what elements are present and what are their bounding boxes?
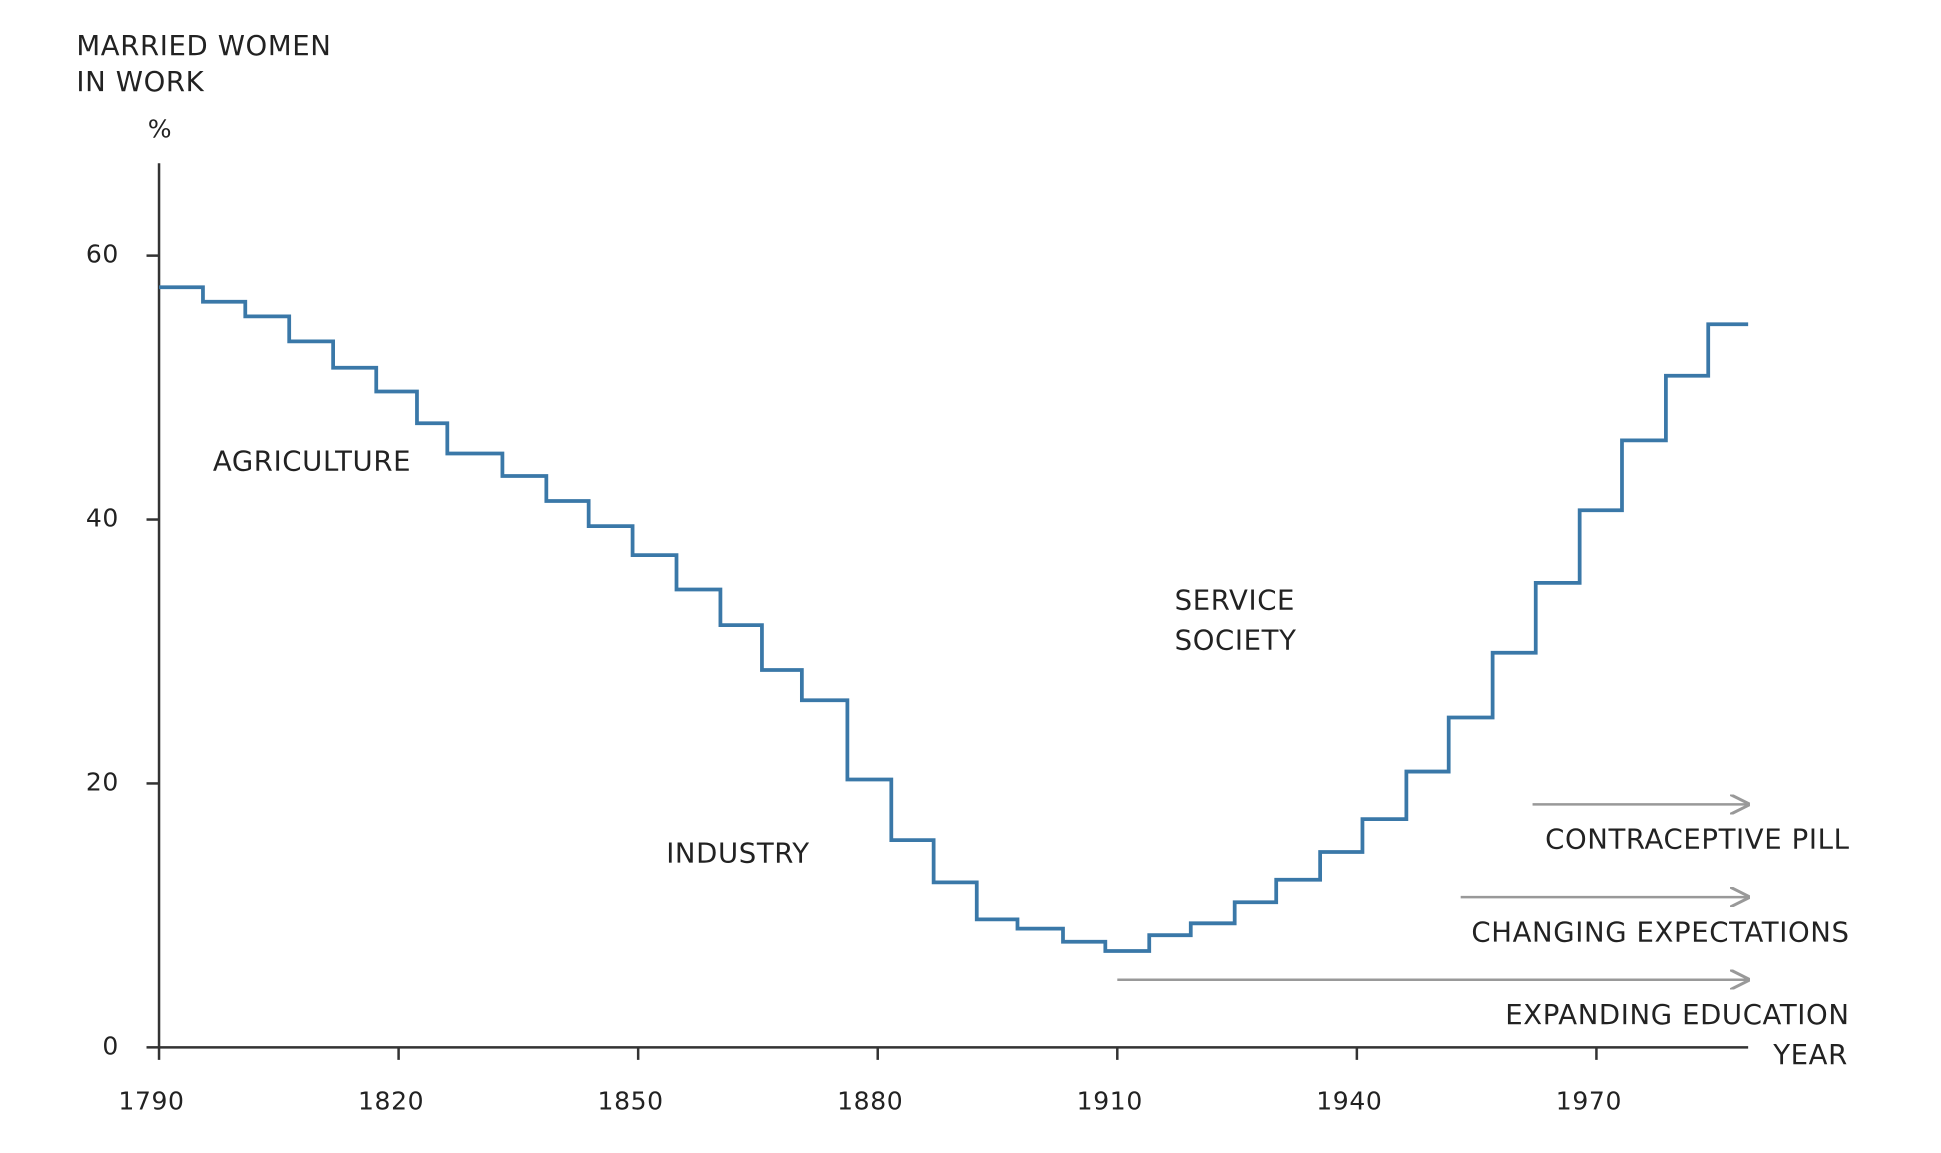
y-tick-label: 40 — [86, 504, 119, 533]
x-axis-label: YEAR — [1772, 1039, 1848, 1071]
x-tick-label: 1940 — [1316, 1086, 1382, 1115]
trend-label: EXPANDING EDUCATION — [1505, 999, 1849, 1031]
annotation: SERVICE — [1175, 585, 1295, 617]
y-tick-label: 20 — [86, 767, 119, 796]
x-tick-label: 1880 — [837, 1086, 903, 1115]
trend-label: CHANGING EXPECTATIONS — [1471, 916, 1849, 948]
trend-label: CONTRACEPTIVE PILL — [1545, 824, 1850, 856]
y-axis-label: IN WORK — [76, 66, 204, 98]
x-tick-label: 1790 — [118, 1086, 184, 1115]
y-tick-label: 0 — [102, 1031, 119, 1060]
y-tick-label: 60 — [86, 240, 119, 269]
annotation: AGRICULTURE — [213, 446, 411, 478]
x-tick-label: 1910 — [1077, 1086, 1143, 1115]
x-tick-label: 1970 — [1556, 1086, 1622, 1115]
annotation: SOCIETY — [1175, 625, 1297, 657]
x-tick-label: 1850 — [598, 1086, 664, 1115]
y-axis-label: MARRIED WOMEN — [76, 30, 331, 62]
y-unit: % — [148, 115, 172, 144]
x-tick-label: 1820 — [358, 1086, 424, 1115]
annotation: INDUSTRY — [666, 838, 810, 870]
step-line — [159, 285, 1749, 953]
